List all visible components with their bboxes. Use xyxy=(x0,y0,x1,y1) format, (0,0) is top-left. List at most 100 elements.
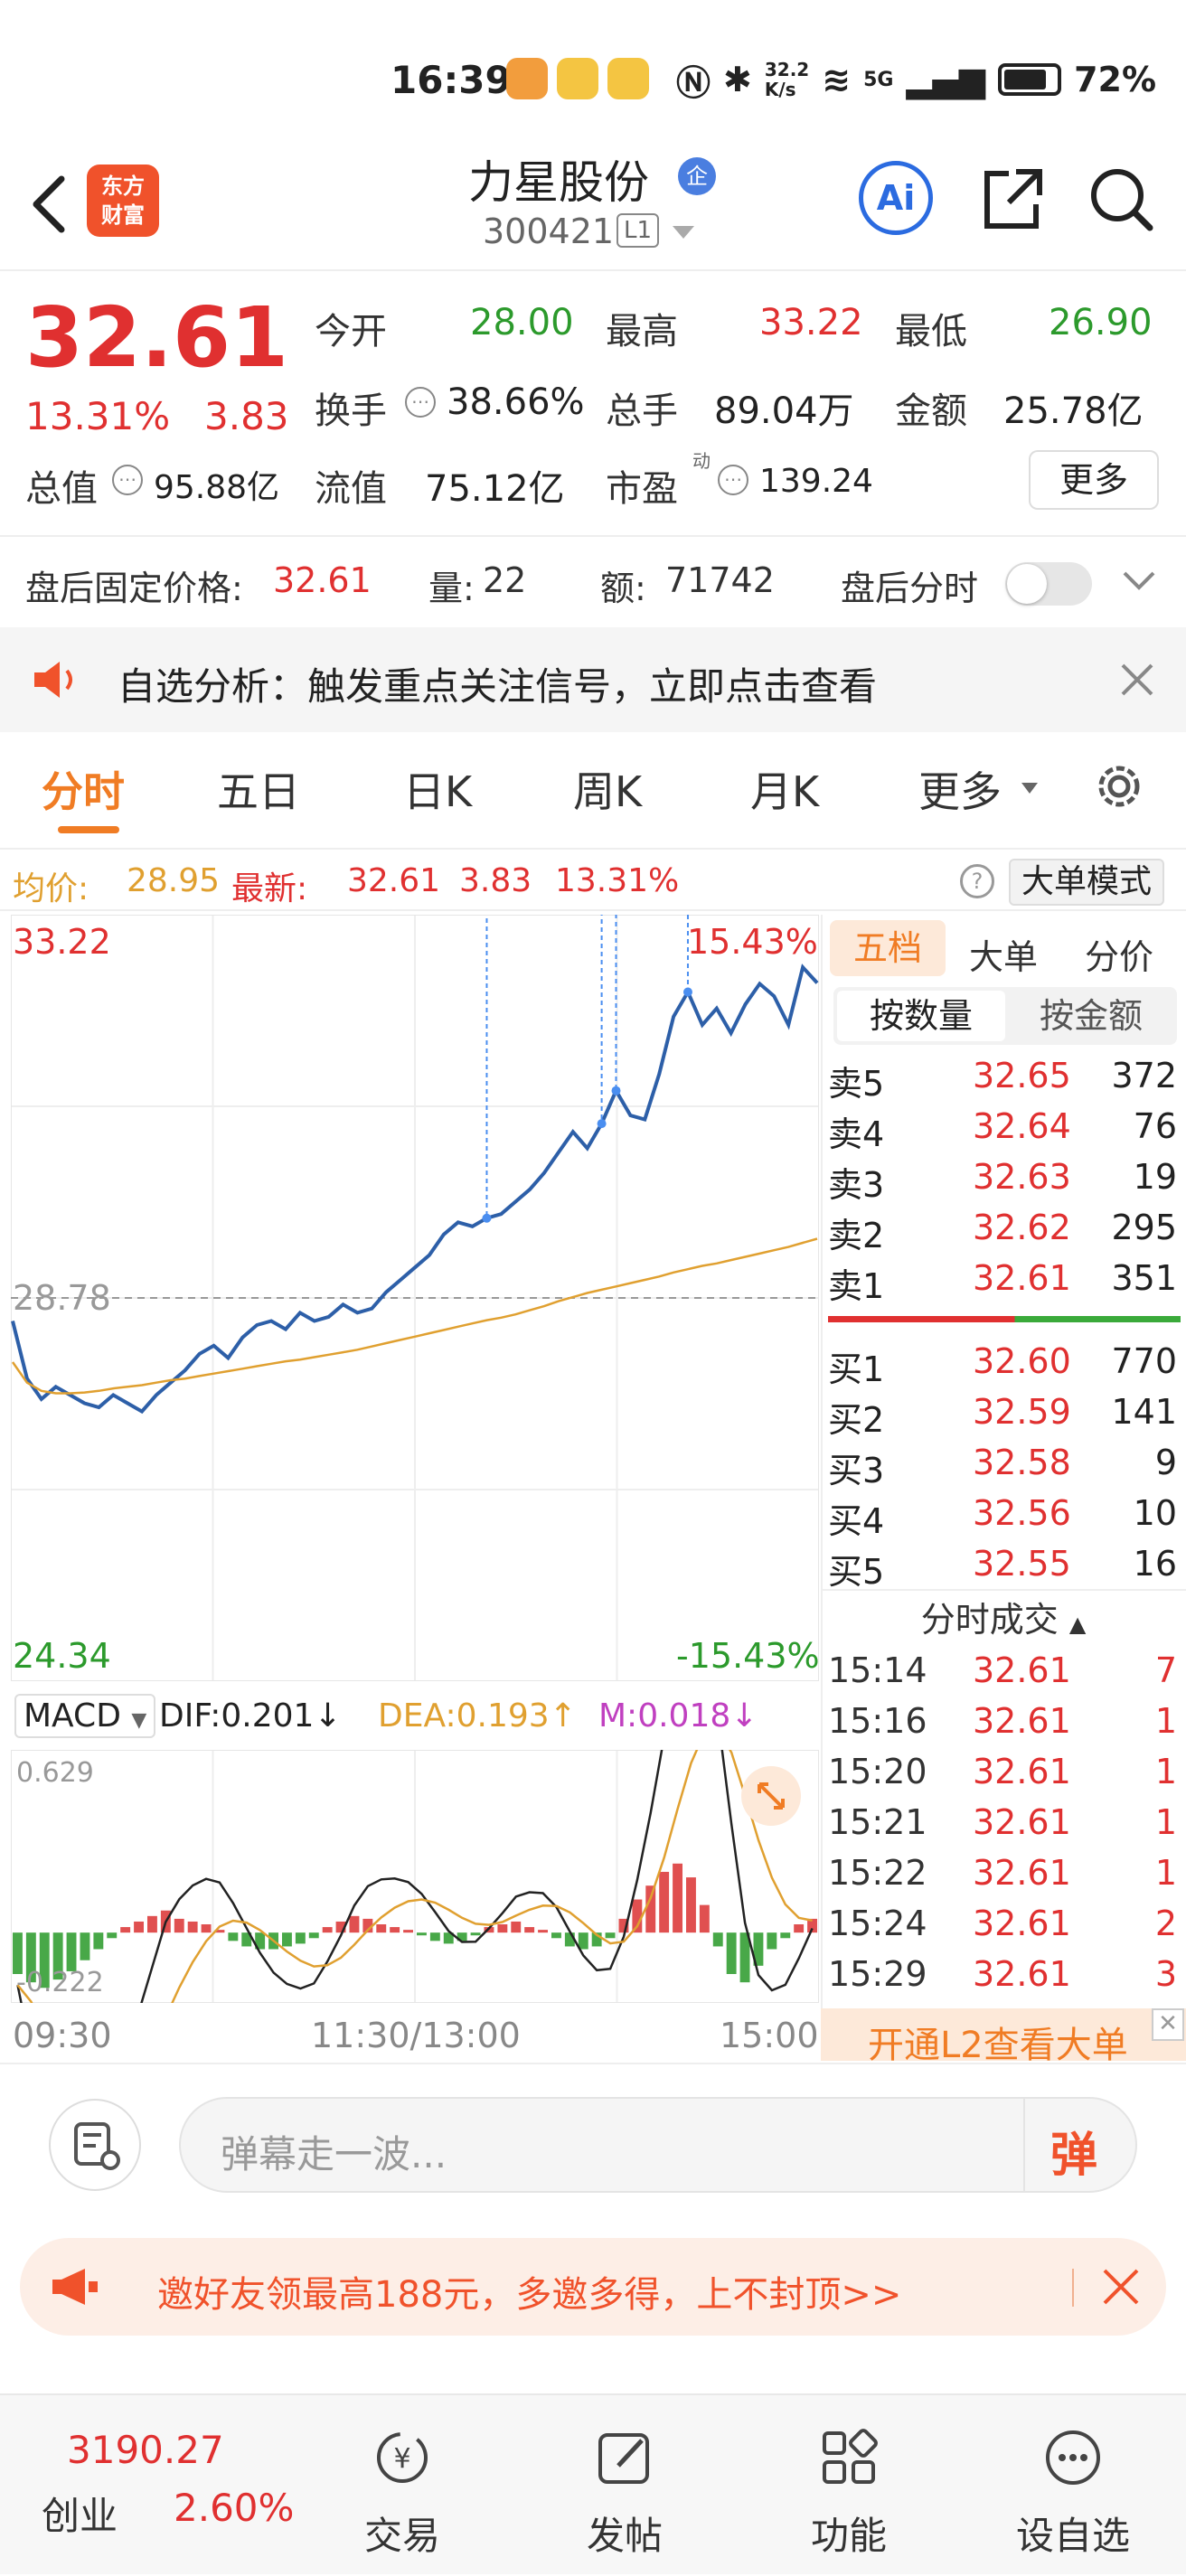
share-icon[interactable] xyxy=(976,163,1049,235)
level-badge[interactable]: L1 xyxy=(617,213,660,248)
ask-row[interactable]: 卖4 32.64 76 xyxy=(828,1106,1181,1157)
tab-five-day[interactable]: 五日 xyxy=(217,767,300,816)
volume-label: 总手 xyxy=(606,390,678,432)
market-cap-info-icon[interactable]: ⋯ xyxy=(112,465,143,495)
level-label: 卖5 xyxy=(828,1064,885,1104)
alert-banner[interactable]: 自选分析：触发重点关注信号，立即点击查看 xyxy=(0,627,1186,732)
back-icon[interactable] xyxy=(22,172,76,235)
bid-row[interactable]: 买4 32.56 10 xyxy=(828,1493,1181,1544)
more-button[interactable]: 更多 xyxy=(1029,450,1159,510)
level-dropdown-icon[interactable] xyxy=(673,226,694,239)
nav-post[interactable]: 发帖 xyxy=(566,2395,683,2576)
danmaku-placeholder: 弹幕走一波... xyxy=(221,2132,447,2176)
macd-m: M:0.018↓ xyxy=(598,1697,758,1735)
macd-bar xyxy=(282,1932,292,1947)
chevron-down-icon[interactable] xyxy=(1119,564,1159,608)
macd-chart[interactable] xyxy=(11,1750,819,2003)
macd-bar xyxy=(659,1871,670,1933)
ai-button[interactable]: Ai xyxy=(859,161,933,235)
bid-row[interactable]: 买1 32.60 770 xyxy=(828,1341,1181,1392)
ask-row[interactable]: 卖1 32.61 351 xyxy=(828,1258,1181,1309)
macd-dea: DEA:0.193↑ xyxy=(378,1697,577,1735)
latest-value: 32.61 xyxy=(347,862,441,899)
index-name[interactable]: 创业 xyxy=(42,2494,118,2538)
nav-trade[interactable]: ¥ 交易 xyxy=(344,2395,461,2576)
expand-chart-button[interactable] xyxy=(741,1766,801,1826)
macd-bar xyxy=(174,1918,184,1933)
danmaku-input[interactable]: 弹幕走一波... 弹 xyxy=(179,2097,1137,2193)
close-icon[interactable] xyxy=(1117,660,1157,703)
tab-weekly-k[interactable]: 周K xyxy=(573,767,643,816)
trade-row[interactable]: 15:29 32.61 3 xyxy=(828,1954,1181,2005)
l2-promo-banner[interactable]: 开通L2查看大单 ✕ xyxy=(821,2008,1186,2066)
level-price: 32.64 xyxy=(973,1106,1071,1146)
ob-subtab-by-qty[interactable]: 按数量 xyxy=(837,991,1005,1041)
macd-bar xyxy=(578,1932,588,1950)
tab-intraday[interactable]: 分时 xyxy=(42,767,125,816)
invite-promo-banner[interactable]: 邀好友领最高188元，多邀多得，上不封顶>> xyxy=(20,2238,1166,2336)
index-value[interactable]: 3190.27 xyxy=(67,2428,224,2472)
pe-info-icon[interactable]: ⋯ xyxy=(718,465,748,495)
tab-more-dropdown-icon[interactable] xyxy=(1021,783,1038,794)
ask-row[interactable]: 卖3 32.63 19 xyxy=(828,1157,1181,1208)
macd-bar xyxy=(308,1932,319,1939)
danmaku-send-button[interactable]: 弹 xyxy=(1050,2129,1098,2183)
search-icon[interactable] xyxy=(1085,163,1157,235)
intraday-price-chart[interactable]: SSSS xyxy=(11,915,819,1681)
macd-bar xyxy=(107,1932,118,1939)
level-label: 卖4 xyxy=(828,1114,885,1154)
level-price: 32.61 xyxy=(973,1802,1071,1842)
l2-close-icon[interactable]: ✕ xyxy=(1152,2008,1184,2041)
level-volume: 76 xyxy=(1133,1106,1177,1146)
tab-daily-k[interactable]: 日K xyxy=(403,767,473,816)
tab-more[interactable]: 更多 xyxy=(918,767,1002,816)
trade-time: 15:24 xyxy=(828,1904,927,1943)
after-hours-toggle[interactable] xyxy=(1005,562,1092,606)
macd-selector[interactable]: MACD ▼ xyxy=(14,1694,156,1738)
stock-code: 300421 xyxy=(483,212,615,251)
promo-close-icon[interactable] xyxy=(1101,2267,1141,2310)
bid-row[interactable]: 买2 32.59 141 xyxy=(828,1392,1181,1443)
macd-bar xyxy=(201,1924,212,1933)
x-axis: 09:30 11:30/13:00 15:00 xyxy=(0,2010,819,2061)
ask-row[interactable]: 卖5 32.65 372 xyxy=(828,1056,1181,1106)
trade-row[interactable]: 15:24 32.61 2 xyxy=(828,1904,1181,1954)
macd-bar xyxy=(511,1921,522,1933)
ask-row[interactable]: 卖2 32.62 295 xyxy=(828,1208,1181,1258)
level-volume: 1 xyxy=(1154,1853,1177,1893)
nav-add-watchlist[interactable]: 设自选 xyxy=(1014,2395,1132,2576)
index-pct[interactable]: 2.60% xyxy=(174,2486,295,2530)
level-volume: 7 xyxy=(1154,1650,1177,1690)
macd-bar xyxy=(497,1924,508,1933)
app-logo[interactable]: 东方 财富 xyxy=(87,165,159,237)
trade-row[interactable]: 15:16 32.61 1 xyxy=(828,1701,1181,1752)
trade-row[interactable]: 15:14 32.61 7 xyxy=(828,1650,1181,1701)
tab-monthly-k[interactable]: 月K xyxy=(750,767,820,816)
trades-header[interactable]: 分时成交 ▲ xyxy=(821,1589,1186,1647)
level-price: 32.61 xyxy=(973,1853,1071,1893)
enterprise-badge: 企 xyxy=(678,157,716,195)
ob-tab-big-orders[interactable]: 大单 xyxy=(969,937,1039,977)
macd-bar xyxy=(686,1877,696,1933)
trade-row[interactable]: 15:20 32.61 1 xyxy=(828,1752,1181,1802)
bid-row[interactable]: 买5 32.55 16 xyxy=(828,1544,1181,1594)
trade-row[interactable]: 15:21 32.61 1 xyxy=(828,1802,1181,1853)
level-label: 卖1 xyxy=(828,1266,885,1306)
help-icon[interactable]: ? xyxy=(960,864,994,898)
last-price: 32.61 xyxy=(25,289,289,386)
ob-tab-level5[interactable]: 五档 xyxy=(830,920,946,976)
turnover-info-icon[interactable]: ⋯ xyxy=(405,387,436,418)
trades-title: 分时成交 xyxy=(920,1600,1059,1640)
nav-functions[interactable]: 功能 xyxy=(790,2395,908,2576)
y-min-label: 24.34 xyxy=(13,1636,111,1676)
big-order-mode-button[interactable]: 大单模式 xyxy=(1009,859,1165,906)
macd-bar xyxy=(739,1932,750,1983)
macd-bar xyxy=(295,1932,306,1944)
settings-gear-icon[interactable] xyxy=(1090,757,1148,819)
bid-row[interactable]: 买3 32.58 9 xyxy=(828,1443,1181,1493)
ob-subtab-by-amount[interactable]: 按金额 xyxy=(1039,996,1143,1036)
danmaku-list-icon[interactable] xyxy=(49,2099,141,2191)
trade-row[interactable]: 15:22 32.61 1 xyxy=(828,1853,1181,1904)
ob-tab-price-dist[interactable]: 分价 xyxy=(1085,937,1154,977)
pe-value: 139.24 xyxy=(759,463,873,500)
